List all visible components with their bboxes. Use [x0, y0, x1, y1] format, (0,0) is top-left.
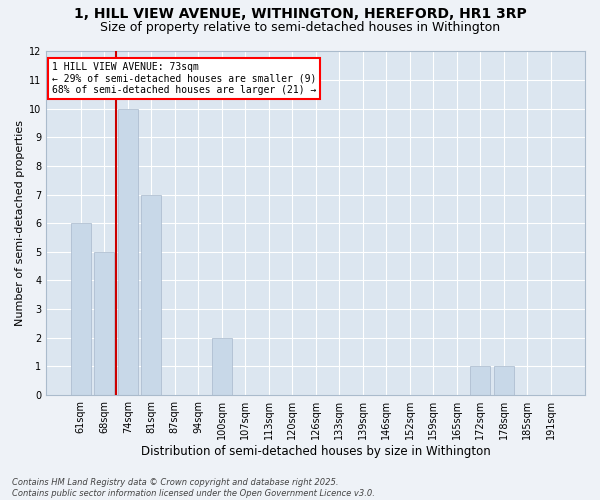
X-axis label: Distribution of semi-detached houses by size in Withington: Distribution of semi-detached houses by …: [141, 444, 491, 458]
Text: Contains HM Land Registry data © Crown copyright and database right 2025.
Contai: Contains HM Land Registry data © Crown c…: [12, 478, 375, 498]
Bar: [212, 338, 232, 394]
Text: 1, HILL VIEW AVENUE, WITHINGTON, HEREFORD, HR1 3RP: 1, HILL VIEW AVENUE, WITHINGTON, HEREFOR…: [74, 8, 526, 22]
Bar: [470, 366, 490, 394]
Y-axis label: Number of semi-detached properties: Number of semi-detached properties: [15, 120, 25, 326]
Text: Size of property relative to semi-detached houses in Withington: Size of property relative to semi-detach…: [100, 21, 500, 34]
Bar: [94, 252, 115, 394]
Bar: [71, 223, 91, 394]
Bar: [494, 366, 514, 394]
Text: 1 HILL VIEW AVENUE: 73sqm
← 29% of semi-detached houses are smaller (9)
68% of s: 1 HILL VIEW AVENUE: 73sqm ← 29% of semi-…: [52, 62, 316, 95]
Bar: [118, 108, 138, 395]
Bar: [142, 194, 161, 394]
